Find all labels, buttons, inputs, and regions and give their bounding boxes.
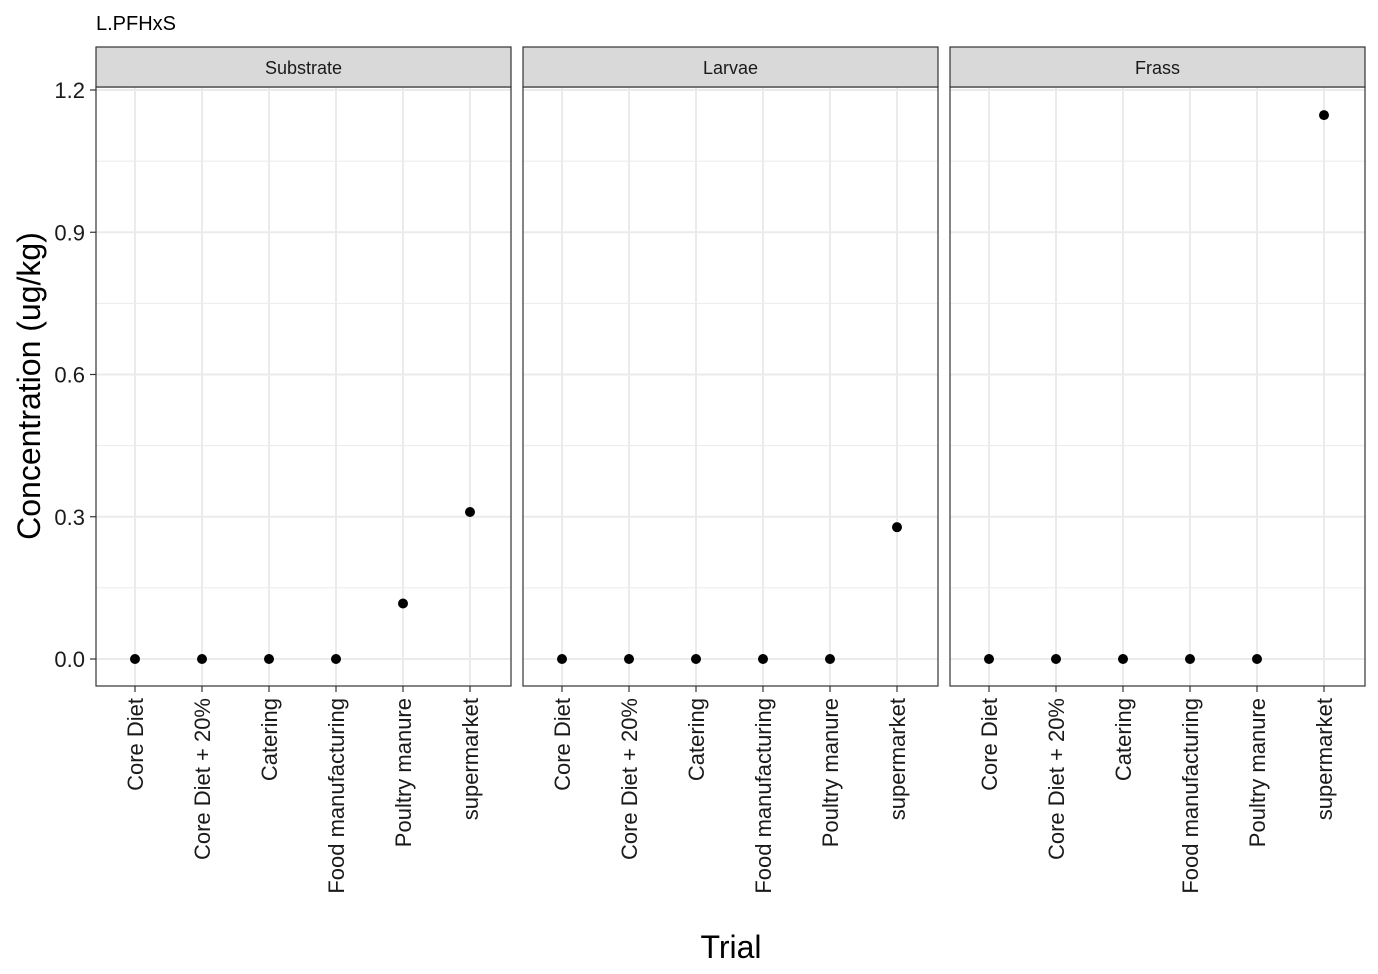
facet-strip-label: Substrate <box>265 58 342 78</box>
x-tick-label: Core Diet + 20% <box>190 698 215 860</box>
facet-strip <box>522 46 939 88</box>
data-point <box>197 654 207 664</box>
facet-panel-substrate: Substrate Core Diet Core Diet + 20% Caterin… <box>95 46 512 894</box>
data-point <box>691 654 701 664</box>
panel-background <box>96 87 511 686</box>
data-point <box>758 654 768 664</box>
x-tick-label: Poultry manure <box>818 698 843 847</box>
y-tick-label: 0.6 <box>54 363 85 388</box>
facet-panels: 0.0 0.3 0.6 0.9 1.2 Substrate Core Diet Core Di… <box>54 46 1366 894</box>
panel-background <box>523 87 938 686</box>
facet-strip-label: Frass <box>1135 58 1180 78</box>
data-point <box>1185 654 1195 664</box>
data-point <box>1252 654 1262 664</box>
facet-strip <box>949 46 1366 88</box>
x-tick-label: Catering <box>1111 698 1136 781</box>
facet-strip-label: Larvae <box>703 58 758 78</box>
facet-panel-larvae: Larvae Core Diet Core Diet + 20% Catering Fo… <box>522 46 939 894</box>
data-point <box>557 654 567 664</box>
x-tick-label: Catering <box>257 698 282 781</box>
y-tick-label: 0.3 <box>54 505 85 530</box>
plot-title: L.PFHxS <box>96 13 176 35</box>
facet-panel-frass: Frass Core Diet Core Diet + 20% Catering Foo… <box>949 46 1366 894</box>
data-point <box>825 654 835 664</box>
data-point <box>264 654 274 664</box>
x-tick-label: Food manufacturing <box>1178 698 1203 894</box>
y-axis-title: Concentration (ug/kg) <box>11 232 47 540</box>
data-point <box>892 522 902 533</box>
facet-strip <box>95 46 512 88</box>
data-point <box>1319 110 1329 121</box>
y-tick-label: 0.9 <box>54 220 85 245</box>
y-tick-label: 1.2 <box>54 78 85 103</box>
data-point <box>465 507 475 518</box>
x-tick-label: Core Diet <box>123 698 148 791</box>
panel-background <box>950 87 1365 686</box>
x-tick-label: Poultry manure <box>391 698 416 847</box>
x-tick-label: supermarket <box>458 698 483 820</box>
x-tick-label: supermarket <box>1312 698 1337 820</box>
data-point <box>331 654 341 664</box>
x-tick-label: Food manufacturing <box>324 698 349 894</box>
x-tick-label: Core Diet + 20% <box>617 698 642 860</box>
x-tick-label: Food manufacturing <box>751 698 776 894</box>
data-point <box>1118 654 1128 664</box>
x-tick-label: Catering <box>684 698 709 781</box>
data-point <box>1051 654 1061 664</box>
data-point <box>624 654 634 664</box>
data-point <box>984 654 994 664</box>
x-tick-label: supermarket <box>885 698 910 820</box>
x-tick-label: Poultry manure <box>1245 698 1270 847</box>
x-axis-title: Trial <box>700 929 761 965</box>
x-tick-label: Core Diet <box>550 698 575 791</box>
x-tick-label: Core Diet <box>977 698 1002 791</box>
data-point <box>130 654 140 664</box>
x-tick-label: Core Diet + 20% <box>1044 698 1069 860</box>
data-point <box>398 598 408 609</box>
y-tick-label: 0.0 <box>54 647 85 672</box>
